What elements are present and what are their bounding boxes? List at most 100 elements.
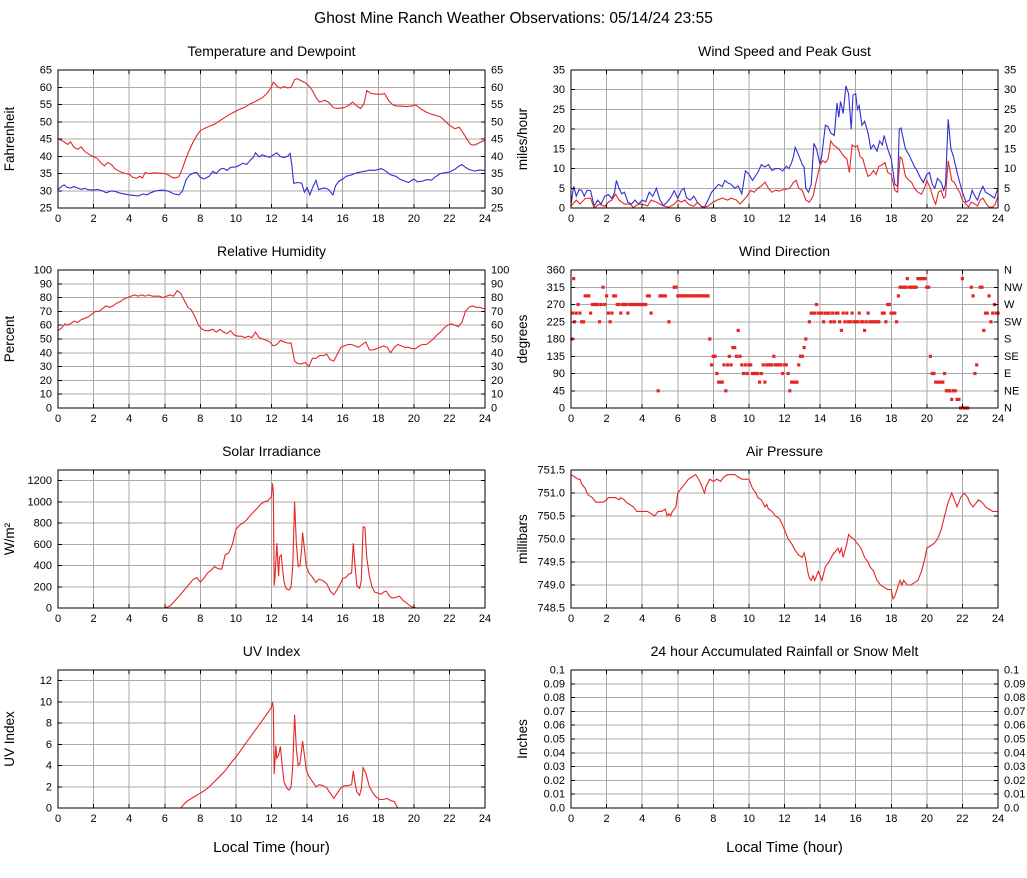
y-axis-label: miles/hour <box>515 107 530 170</box>
x-tick-label: 12 <box>778 213 790 225</box>
y-axis-label: UV Index <box>2 711 17 767</box>
x-tick-label: 22 <box>443 213 455 225</box>
x-tick-label: 18 <box>885 613 897 625</box>
y-tick-label-right: 70 <box>491 306 503 318</box>
y-axis-label: W/m² <box>2 522 17 555</box>
y-tick-label: 30 <box>40 361 52 373</box>
y-tick-label-right: 50 <box>491 116 503 128</box>
y-tick-label: 0.04 <box>544 747 565 759</box>
y-tick-label-right: N <box>1004 403 1012 415</box>
y-tick-label-right: 60 <box>491 82 503 94</box>
chart-wind-speed-peak-gust: 0 2 4 6 8 10 12 14 16 18 20 22 24 0 0 5 5 10 10 15 15 20 20 25 2… <box>513 40 1027 236</box>
x-tick-label: 14 <box>814 213 826 225</box>
x-tick-label: 22 <box>443 813 455 825</box>
y-tick-label-right: 30 <box>1004 84 1016 96</box>
x-tick-label: 6 <box>675 813 681 825</box>
x-tick-label: 2 <box>604 413 610 425</box>
x-tick-label: 12 <box>265 813 277 825</box>
y-tick-label-right: 90 <box>491 278 503 290</box>
y-tick-label: 45 <box>40 134 52 146</box>
y-axis-label: Inches <box>515 719 530 759</box>
x-tick-label: 12 <box>778 613 790 625</box>
x-tick-label: 16 <box>337 213 349 225</box>
air-pressure-canvas: 0 2 4 6 8 10 12 14 16 18 20 22 24748.5749.0749.5750.… <box>515 443 1004 625</box>
x-tick-label: 6 <box>675 613 681 625</box>
y-tick-label-right: 65 <box>491 65 503 77</box>
y-tick-label: 0 <box>46 603 52 615</box>
y-tick-label: 1200 <box>28 475 52 487</box>
y-tick-label: 2 <box>46 781 52 793</box>
x-tick-label: 20 <box>921 613 933 625</box>
y-tick-label-right: 30 <box>491 361 503 373</box>
y-tick-label: 55 <box>40 99 52 111</box>
y-tick-label: 6 <box>46 739 52 751</box>
chart-uv-index: 0 2 4 6 8 10 12 14 16 18 20 22 24 0 2 4 6 8 10 12 UV Index UV… <box>0 640 513 870</box>
x-tick-label: 0 <box>568 813 574 825</box>
x-tick-label: 24 <box>479 413 491 425</box>
x-tick-label: 0 <box>55 413 61 425</box>
page-title: Ghost Mine Ranch Weather Observations: 0… <box>314 10 713 27</box>
y-axis-label: Fahrenheit <box>2 106 17 171</box>
x-tick-label: 24 <box>479 813 491 825</box>
y-tick-label: 0.1 <box>550 665 565 677</box>
x-tick-label: 24 <box>992 413 1004 425</box>
x-tick-label: 24 <box>992 813 1004 825</box>
y-tick-label: 1000 <box>28 496 52 508</box>
y-tick-label: 360 <box>547 265 565 277</box>
x-tick-label: 4 <box>126 613 132 625</box>
series-air-pressure <box>570 473 998 601</box>
x-tick-label: 8 <box>197 413 203 425</box>
x-tick-label: 2 <box>604 213 610 225</box>
y-tick-label-right: 0.08 <box>1004 692 1025 704</box>
y-tick-label: 60 <box>40 320 52 332</box>
y-tick-label: 65 <box>40 65 52 77</box>
y-tick-label: 20 <box>553 124 565 136</box>
y-tick-label: 0.05 <box>544 734 565 746</box>
x-tick-label: 4 <box>126 213 132 225</box>
x-tick-label: 8 <box>710 613 716 625</box>
x-tick-label: 4 <box>126 813 132 825</box>
x-tick-label: 12 <box>265 613 277 625</box>
y-tick-label-right: 0 <box>491 403 497 415</box>
y-tick-label: 400 <box>34 560 52 572</box>
x-tick-label: 14 <box>301 413 313 425</box>
y-tick-label-right: 0.06 <box>1004 720 1025 732</box>
y-axis-label: Percent <box>2 315 17 362</box>
x-tick-label: 20 <box>921 813 933 825</box>
x-tick-label: 22 <box>956 613 968 625</box>
chart-relative-humidity: 0 2 4 6 8 10 12 14 16 18 20 22 24 0 0 10 10 20 20 30 30 40 40 5… <box>0 240 513 436</box>
x-tick-label: 10 <box>743 213 755 225</box>
chart-title: 24 hour Accumulated Rainfall or Snow Mel… <box>651 643 919 659</box>
x-tick-label: 8 <box>710 213 716 225</box>
x-tick-label: 16 <box>850 213 862 225</box>
x-tick-label: 14 <box>814 413 826 425</box>
y-tick-label: 90 <box>553 368 565 380</box>
x-tick-label: 6 <box>162 413 168 425</box>
y-tick-label: 4 <box>46 760 52 772</box>
x-tick-label: 14 <box>814 813 826 825</box>
y-tick-label: 225 <box>547 316 565 328</box>
y-tick-label: 50 <box>40 334 52 346</box>
x-tick-label: 20 <box>408 413 420 425</box>
y-tick-label-right: 40 <box>491 151 503 163</box>
y-tick-label-right: 5 <box>1004 183 1010 195</box>
x-tick-label: 0 <box>55 213 61 225</box>
chart-temperature-dewpoint: 0 2 4 6 8 10 12 14 16 18 20 22 24 25 25 30 30 35 35 40 40 45 4… <box>0 40 513 236</box>
y-tick-label: 315 <box>547 282 565 294</box>
y-tick-label-right: 10 <box>1004 163 1016 175</box>
y-tick-label-right: 0.02 <box>1004 775 1025 787</box>
chart-title: UV Index <box>243 643 301 659</box>
x-tick-label: 2 <box>91 613 97 625</box>
y-tick-label-right: 0 <box>1004 203 1010 215</box>
y-tick-label: 0.07 <box>544 706 565 718</box>
x-tick-label: 10 <box>230 413 242 425</box>
y-tick-label-right: 45 <box>491 134 503 146</box>
y-tick-label: 751.0 <box>537 488 565 500</box>
x-tick-label: 0 <box>568 613 574 625</box>
y-tick-label: 749.0 <box>537 580 565 592</box>
x-tick-label: 18 <box>372 813 384 825</box>
y-tick-label: 15 <box>553 143 565 155</box>
